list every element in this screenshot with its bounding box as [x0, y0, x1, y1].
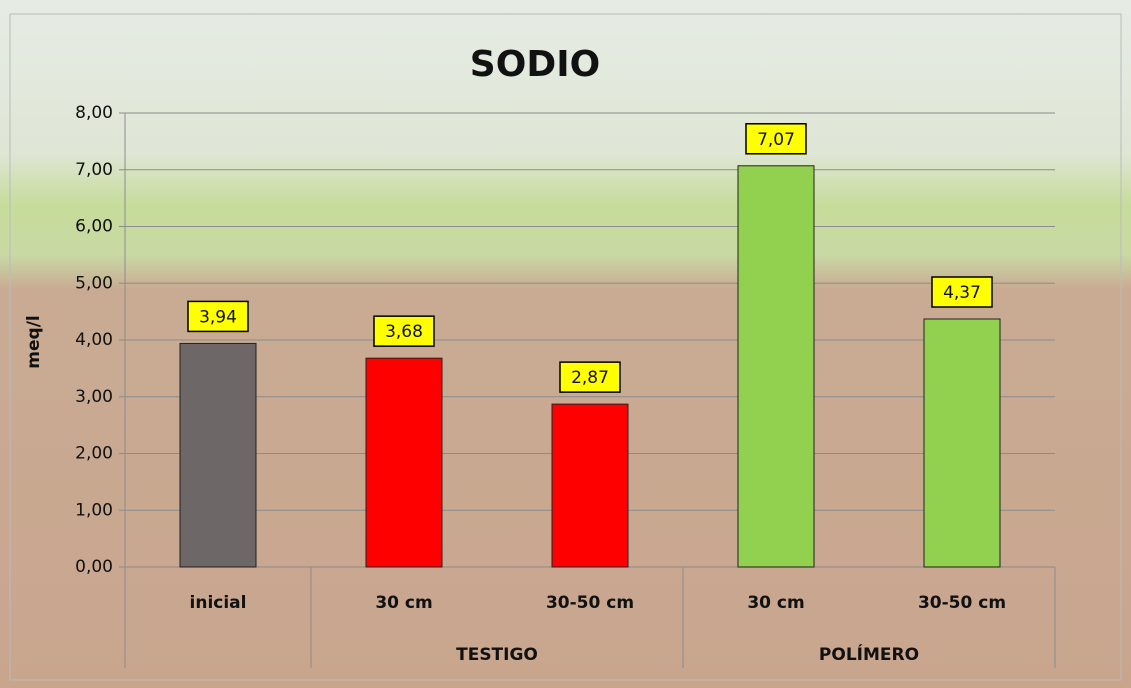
- y-tick-label: 6,00: [75, 217, 113, 237]
- data-label-box: [559, 361, 621, 393]
- bar: [737, 165, 815, 568]
- data-label-box: [745, 123, 807, 155]
- bar: [179, 342, 257, 568]
- y-axis-label: meq/l: [24, 315, 44, 368]
- data-label-box: [931, 276, 993, 308]
- bar: [365, 357, 443, 568]
- y-tick-label: 0,00: [75, 557, 113, 577]
- x-tick-label: 30 cm: [747, 593, 804, 613]
- y-tick-label: 1,00: [75, 500, 113, 520]
- y-tick-label: 3,00: [75, 387, 113, 407]
- y-tick-label: 8,00: [75, 103, 113, 123]
- bar: [551, 403, 629, 568]
- y-tick-label: 7,00: [75, 160, 113, 180]
- x-tick-label: 30-50 cm: [546, 593, 634, 613]
- data-label-box: [373, 315, 435, 347]
- data-label: 4,37: [943, 283, 981, 303]
- x-tick-label: 30 cm: [375, 593, 432, 613]
- bar: [923, 318, 1001, 568]
- data-label: 7,07: [757, 130, 795, 150]
- y-tick-label: 4,00: [75, 330, 113, 350]
- chart-title: SODIO: [470, 44, 600, 85]
- data-label: 3,94: [199, 307, 237, 327]
- y-tick-label: 2,00: [75, 444, 113, 464]
- x-tick-label: 30-50 cm: [918, 593, 1006, 613]
- chart-frame: [9, 13, 1122, 681]
- y-tick-label: 5,00: [75, 273, 113, 293]
- data-label: 3,68: [385, 322, 423, 342]
- x-tick-label: inicial: [190, 593, 247, 613]
- group-label: TESTIGO: [456, 645, 538, 665]
- data-label: 2,87: [571, 368, 609, 388]
- group-label: POLÍMERO: [819, 643, 919, 665]
- data-label-box: [187, 300, 249, 333]
